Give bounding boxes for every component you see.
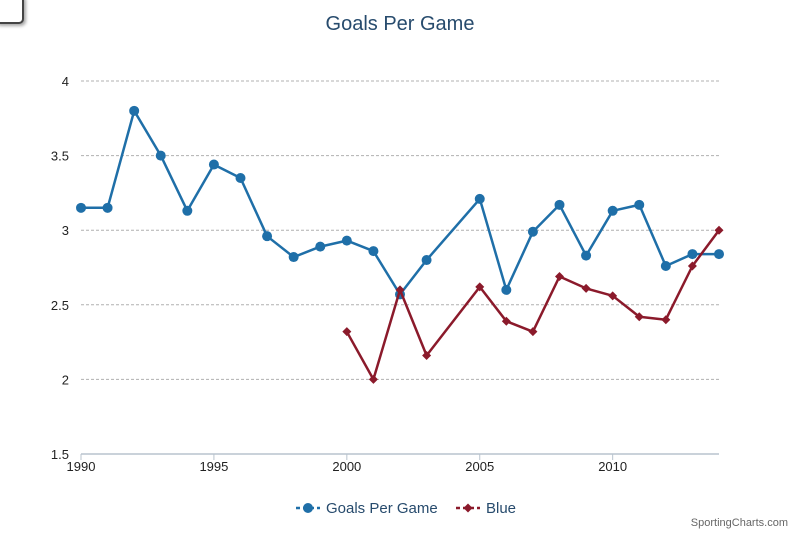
data-point[interactable]	[714, 225, 724, 235]
data-point[interactable]	[608, 291, 618, 301]
data-point[interactable]	[342, 327, 352, 337]
legend-marker[interactable]	[303, 503, 313, 513]
legend-marker[interactable]	[463, 503, 473, 513]
data-point[interactable]	[555, 271, 564, 281]
data-point[interactable]	[527, 226, 538, 237]
data-point[interactable]	[315, 241, 326, 252]
x-tick-label: 1990	[67, 459, 96, 474]
axes: 1.5 2 2.5 3 3.5 4 1990 1995 2000 2005 2010	[51, 74, 719, 474]
data-point[interactable]	[634, 199, 645, 210]
data-point[interactable]	[687, 261, 697, 271]
y-tick-label: 4	[62, 74, 69, 89]
data-point[interactable]	[634, 312, 644, 322]
data-point[interactable]	[341, 235, 352, 246]
data-point[interactable]	[660, 261, 671, 272]
series-group	[76, 105, 724, 384]
legend-label: Blue	[486, 500, 516, 517]
data-point[interactable]	[475, 282, 485, 292]
data-point[interactable]	[102, 202, 113, 213]
corner-checkbox[interactable]	[0, 0, 24, 24]
data-point[interactable]	[155, 150, 166, 161]
x-tick-label: 2000	[332, 459, 361, 474]
legend-item-0[interactable]: Goals Per Game	[296, 500, 438, 517]
x-tick-label: 1995	[199, 459, 228, 474]
series-1	[342, 225, 724, 384]
x-tick-label: 2010	[598, 459, 627, 474]
data-point[interactable]	[262, 231, 273, 242]
y-tick-label: 3.5	[51, 149, 69, 164]
data-point[interactable]	[235, 172, 246, 183]
data-point[interactable]	[528, 327, 538, 337]
data-point[interactable]	[581, 250, 592, 261]
data-point[interactable]	[421, 255, 432, 266]
data-point[interactable]	[661, 315, 671, 325]
data-point[interactable]	[395, 285, 405, 295]
y-tick-label: 2.5	[51, 298, 69, 313]
data-point[interactable]	[554, 199, 565, 210]
data-point[interactable]	[501, 284, 512, 295]
data-point[interactable]	[368, 374, 378, 384]
series-line	[81, 109, 719, 296]
data-point[interactable]	[687, 249, 698, 260]
data-point[interactable]	[422, 351, 432, 361]
data-point[interactable]	[129, 105, 140, 116]
series-line	[345, 229, 721, 381]
series-0	[76, 105, 724, 300]
data-point[interactable]	[208, 159, 219, 170]
grid-lines	[81, 80, 719, 380]
data-point[interactable]	[288, 252, 299, 263]
data-point[interactable]	[368, 246, 379, 257]
y-tick-label: 3	[62, 223, 69, 238]
x-tick-label: 2005	[465, 459, 494, 474]
data-point[interactable]	[76, 202, 86, 213]
legend: Goals Per Game Blue	[296, 500, 516, 517]
y-tick-label: 2	[62, 372, 69, 387]
chart-title: Goals Per Game	[326, 13, 475, 35]
data-point[interactable]	[714, 249, 724, 260]
credit-text[interactable]: SportingCharts.com	[691, 517, 788, 529]
data-point[interactable]	[182, 205, 193, 216]
data-point[interactable]	[607, 205, 618, 216]
legend-item-1[interactable]: Blue	[456, 500, 516, 517]
legend-label: Goals Per Game	[326, 500, 438, 517]
data-point[interactable]	[581, 283, 591, 293]
data-point[interactable]	[474, 193, 485, 204]
data-point[interactable]	[501, 316, 511, 326]
y-tick-label: 1.5	[51, 447, 69, 462]
